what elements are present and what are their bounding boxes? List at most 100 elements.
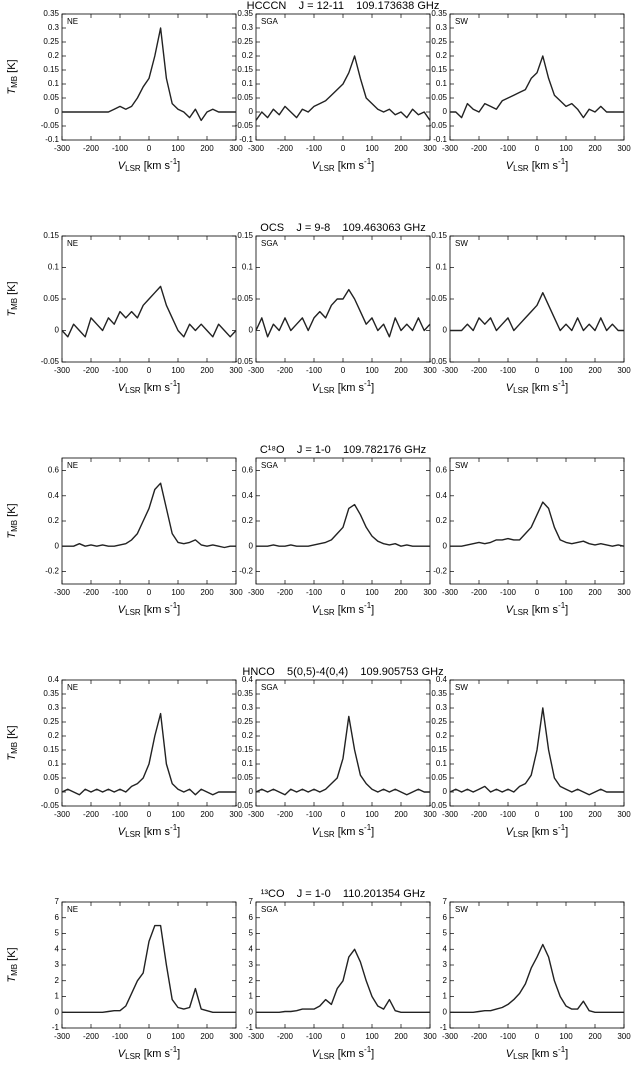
- y-label-sub: MB: [10, 298, 19, 310]
- y-tick-label: 0.4: [48, 491, 60, 500]
- plot-frame: [449, 457, 625, 585]
- spectrum: [450, 943, 624, 1013]
- x-label-sub: LSR: [319, 608, 335, 617]
- x-tick-label: 200: [588, 588, 602, 597]
- x-tick-label: 0: [535, 588, 540, 597]
- x-axis-label: VLSR [km s-1]: [506, 1045, 568, 1061]
- row-title: C¹⁸O J = 1-0 109.782176 GHz: [260, 444, 426, 456]
- x-tick-label: -200: [83, 1032, 100, 1041]
- x-tick-label: -200: [471, 1032, 488, 1041]
- y-tick-label: 3: [249, 960, 254, 969]
- panel-label: NE: [67, 239, 78, 248]
- x-label-end: ]: [371, 160, 374, 172]
- spectrum: [62, 924, 236, 1013]
- x-tick-label: 0: [147, 366, 152, 375]
- y-tick-label: -0.2: [239, 567, 253, 576]
- x-label-end: ]: [177, 382, 180, 394]
- y-tick-label: -1: [440, 1023, 448, 1032]
- y-tick-label: 0: [249, 541, 254, 550]
- y-tick-label: 0.2: [242, 51, 254, 60]
- x-label-sub: LSR: [125, 164, 141, 173]
- y-tick-label: 0.1: [48, 263, 60, 272]
- y-tick-label: 2: [55, 976, 60, 985]
- y-tick-label: -1: [52, 1023, 60, 1032]
- x-tick-label: 200: [200, 1032, 214, 1041]
- x-label-sup: -1: [170, 601, 178, 610]
- x-label-sub: LSR: [513, 830, 529, 839]
- y-tick-label: 0: [443, 787, 448, 796]
- x-tick-label: -100: [306, 588, 323, 597]
- x-label-unit: [km s: [529, 826, 559, 838]
- x-label-end: ]: [371, 1048, 374, 1060]
- y-tick-label: 0.3: [48, 703, 60, 712]
- x-label-unit: [km s: [141, 604, 171, 616]
- y-tick-label: 0.4: [436, 491, 448, 500]
- y-tick-label: 0.25: [237, 717, 253, 726]
- x-label-sub: LSR: [319, 1052, 335, 1061]
- y-tick-label: 0: [55, 326, 60, 335]
- x-label-sub: LSR: [319, 386, 335, 395]
- y-tick-label: 0.15: [237, 65, 253, 74]
- x-label-sup: -1: [558, 601, 566, 610]
- x-tick-label: -100: [500, 1032, 517, 1041]
- row-title: HCCCN J = 12-11 109.173638 GHz: [247, 0, 440, 12]
- x-label-unit: [km s: [141, 1048, 171, 1060]
- y-tick-label: -1: [246, 1023, 254, 1032]
- x-tick-label: -200: [471, 810, 488, 819]
- x-tick-label: 100: [171, 1032, 185, 1041]
- panel-label: SGA: [261, 683, 279, 692]
- x-tick-label: 100: [559, 144, 573, 153]
- y-tick-label: 0.2: [242, 516, 254, 525]
- y-tick-label: 0.4: [48, 675, 60, 684]
- y-tick-label: 0.25: [237, 37, 253, 46]
- x-tick-label: -200: [277, 144, 294, 153]
- x-tick-label: 0: [535, 144, 540, 153]
- x-tick-label: 200: [394, 588, 408, 597]
- y-tick-label: 0: [55, 541, 60, 550]
- row-title: ¹³CO J = 1-0 110.201354 GHz: [261, 888, 426, 900]
- x-label-sup: -1: [170, 379, 178, 388]
- x-tick-label: 200: [394, 144, 408, 153]
- x-label-end: ]: [565, 1048, 568, 1060]
- y-tick-label: 0.2: [48, 51, 60, 60]
- y-tick-label: 0: [249, 1007, 254, 1016]
- x-label-end: ]: [371, 382, 374, 394]
- plot-frame: [61, 457, 237, 585]
- y-tick-label: 0.05: [43, 294, 59, 303]
- x-tick-label: -300: [248, 366, 265, 375]
- y-tick-label: 0.3: [242, 23, 254, 32]
- x-tick-label: 100: [365, 144, 379, 153]
- y-tick-label: 0.35: [43, 9, 59, 18]
- x-tick-label: 0: [147, 144, 152, 153]
- y-tick-label: 0.2: [48, 516, 60, 525]
- x-label-unit: [km s: [529, 160, 559, 172]
- x-tick-label: 300: [617, 144, 631, 153]
- y-tick-label: 0.15: [237, 231, 253, 240]
- x-label-sup: -1: [170, 157, 178, 166]
- y-tick-label: 0.3: [436, 23, 448, 32]
- x-label-sub: LSR: [513, 1052, 529, 1061]
- y-tick-label: 0.05: [431, 773, 447, 782]
- y-tick-label: 0.35: [43, 689, 59, 698]
- x-label-sup: -1: [558, 823, 566, 832]
- y-label-unit: [K]: [6, 281, 18, 298]
- x-tick-label: -100: [500, 144, 517, 153]
- y-tick-label: 0.3: [242, 703, 254, 712]
- x-label-main: V: [312, 604, 321, 616]
- y-tick-label: 0: [249, 107, 254, 116]
- y-tick-label: 0.15: [43, 65, 59, 74]
- x-label-sub: LSR: [125, 386, 141, 395]
- x-axis-label: VLSR [km s-1]: [312, 823, 374, 839]
- y-tick-label: 0.05: [43, 773, 59, 782]
- x-tick-label: 0: [341, 588, 346, 597]
- spectrum: [61, 285, 237, 338]
- plot-frame: [255, 13, 431, 141]
- y-tick-label: -0.1: [433, 135, 447, 144]
- x-axis-label: VLSR [km s-1]: [118, 601, 180, 617]
- y-tick-label: -0.05: [429, 121, 448, 130]
- y-tick-label: 0.6: [48, 466, 60, 475]
- x-tick-label: 100: [365, 588, 379, 597]
- x-label-unit: [km s: [335, 826, 365, 838]
- x-tick-label: 100: [365, 1032, 379, 1041]
- x-label-main: V: [118, 604, 127, 616]
